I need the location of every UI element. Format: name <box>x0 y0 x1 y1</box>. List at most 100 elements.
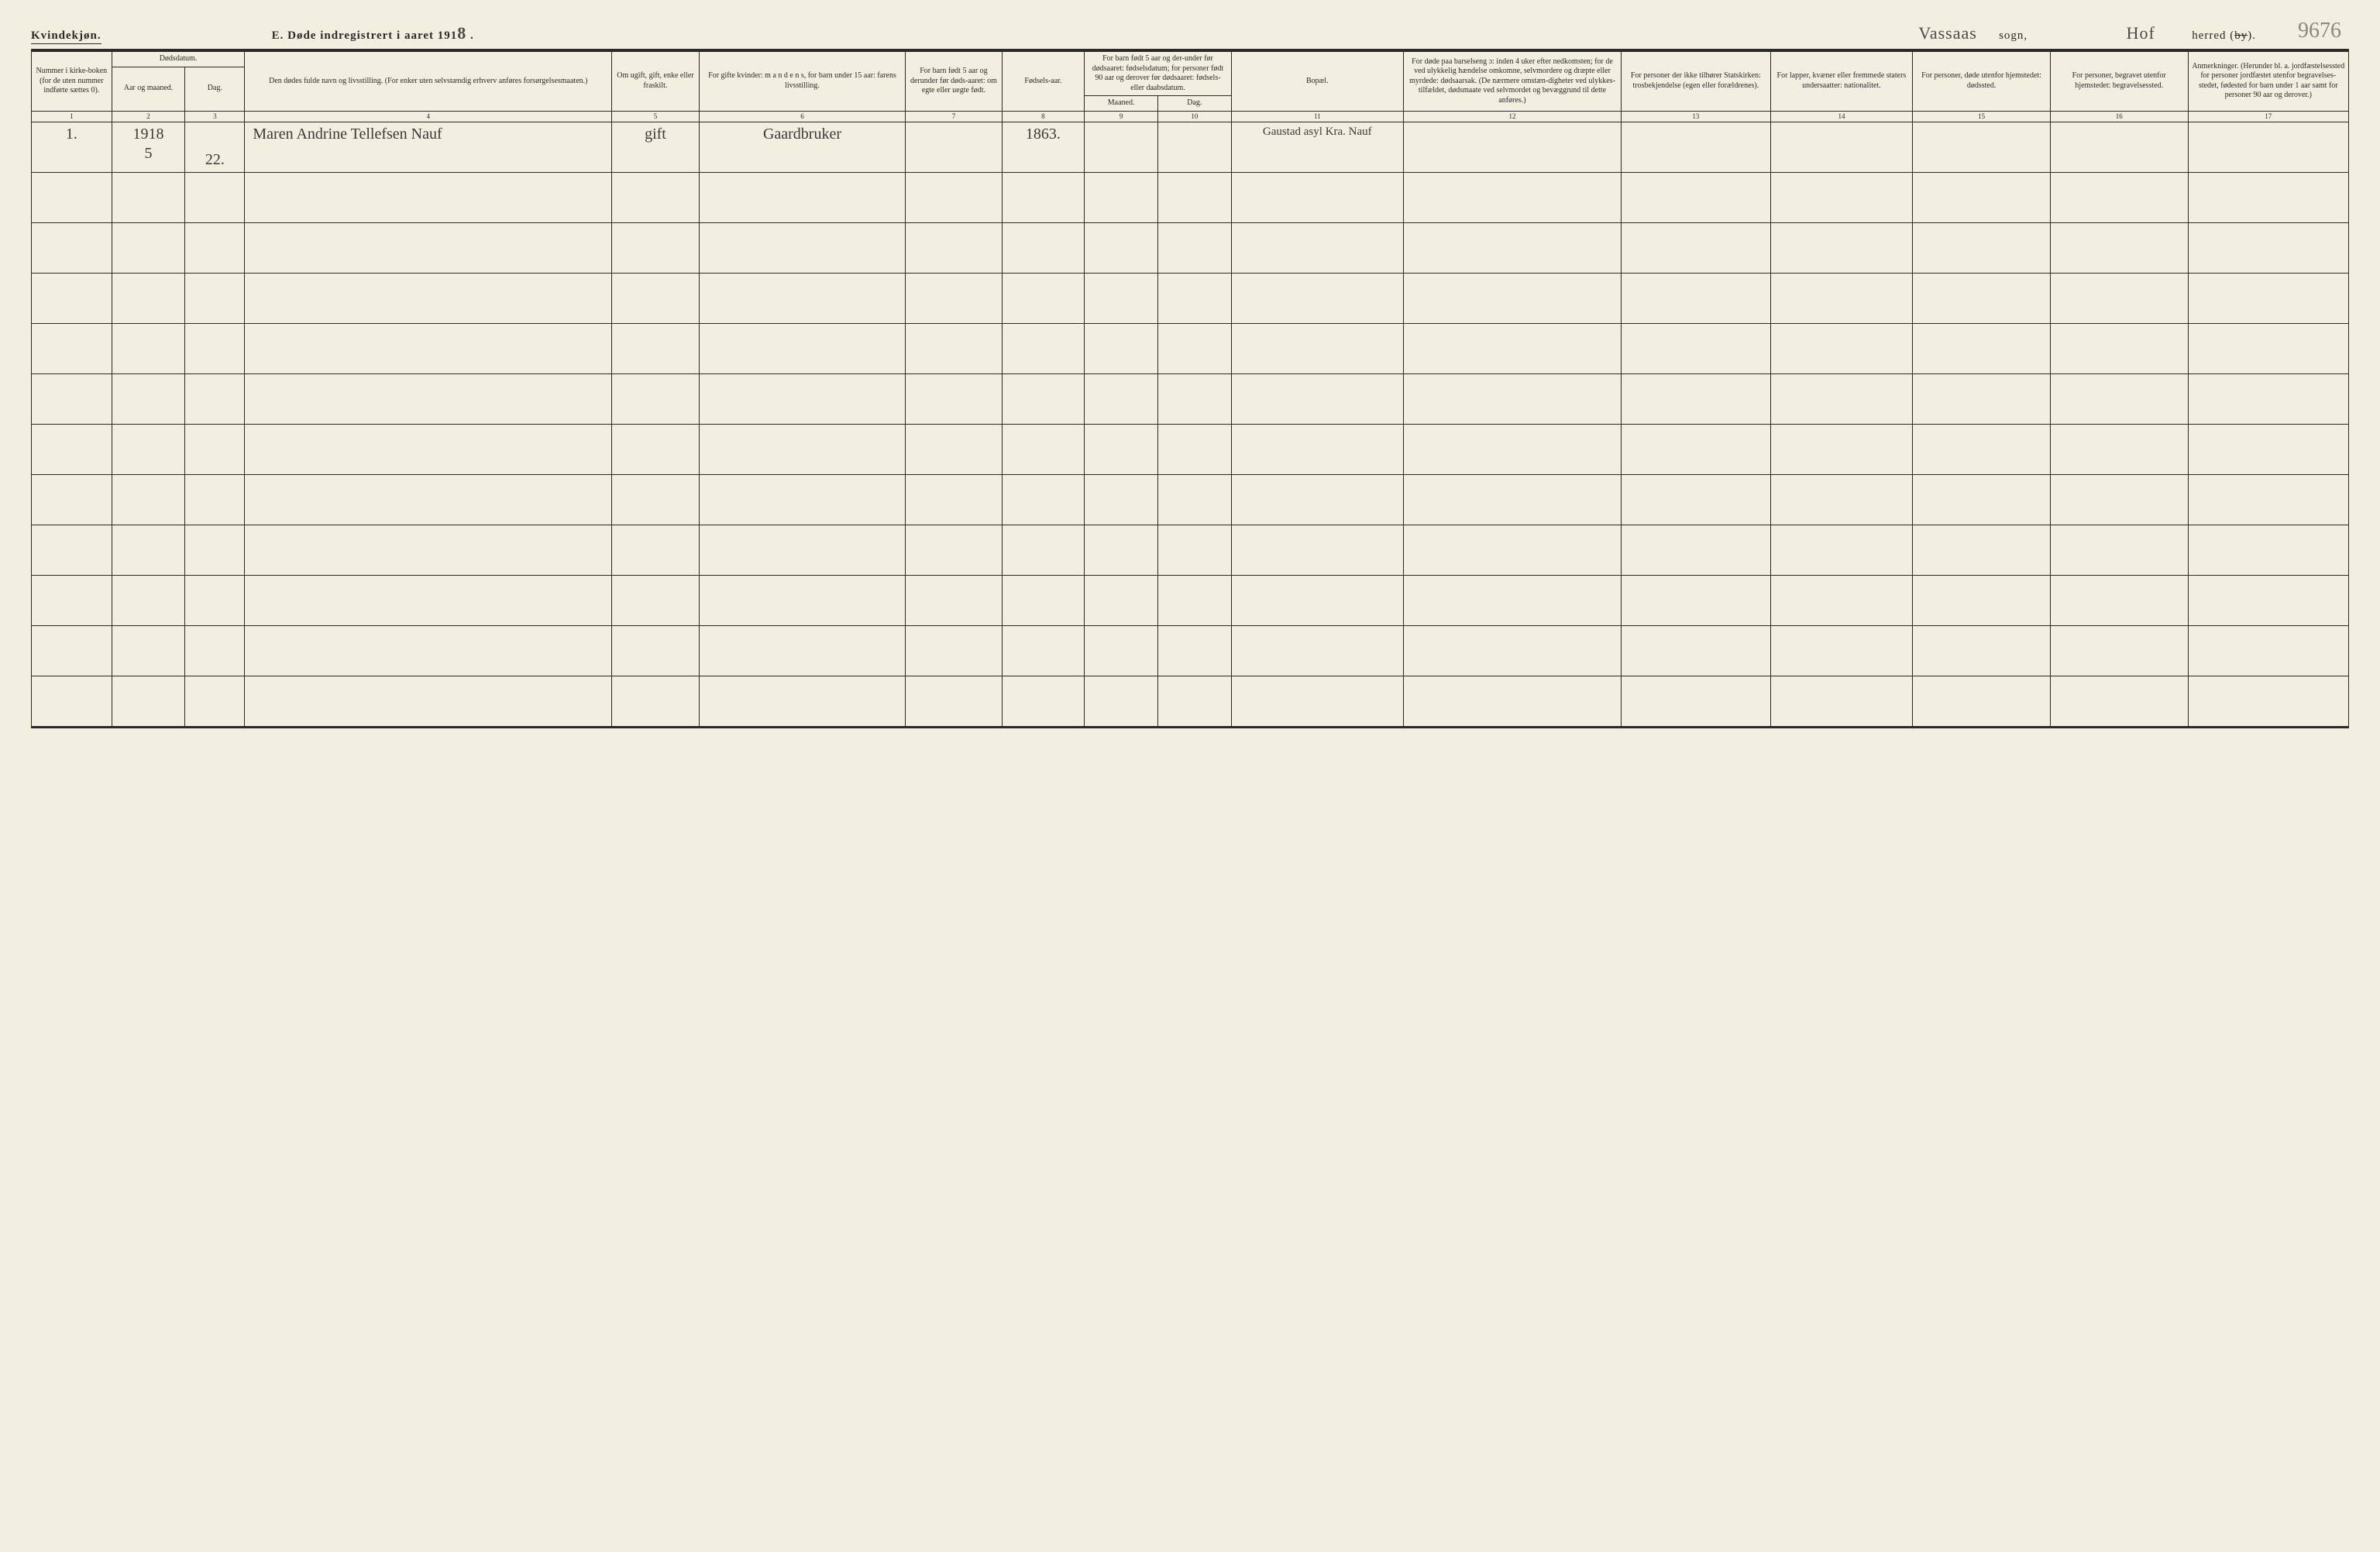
gender-label: Kvindekjøn. <box>31 29 101 44</box>
herred-value: Hof <box>2094 23 2187 44</box>
cell-empty <box>1622 323 1770 373</box>
colnum: 2 <box>112 111 185 122</box>
cell-empty <box>1403 273 1621 323</box>
cell-empty <box>1231 676 1403 726</box>
col-12-header: For døde paa barselseng ɔ: inden 4 uker … <box>1403 52 1621 112</box>
colnum: 11 <box>1231 111 1403 122</box>
cell-empty <box>1231 323 1403 373</box>
cell-empty <box>699 676 906 726</box>
colnum: 17 <box>2188 111 2348 122</box>
cell-empty <box>2050 625 2188 676</box>
cell-empty <box>32 575 112 625</box>
cell-empty <box>112 525 185 575</box>
herred-post: ). <box>2248 29 2256 42</box>
col-15-header: For personer, døde utenfor hjemstedet: d… <box>1913 52 2051 112</box>
cell-year-month: 1918 5 <box>112 122 185 172</box>
cell-empty <box>2050 323 2188 373</box>
cell-empty <box>699 424 906 474</box>
cell-empty <box>1002 525 1085 575</box>
colnum: 16 <box>2050 111 2188 122</box>
title-suffix: . <box>470 29 474 42</box>
cell-empty <box>2188 474 2348 525</box>
cell-empty <box>699 525 906 575</box>
cell-empty <box>1622 172 1770 222</box>
cell-residence: Gaustad asyl Kra. Nauf <box>1231 122 1403 172</box>
cell-empty <box>906 273 1002 323</box>
cell-empty <box>1622 424 1770 474</box>
cell-day: 22. <box>185 122 245 172</box>
cell-empty <box>906 525 1002 575</box>
cell-empty <box>2188 122 2348 172</box>
cell-empty <box>2188 575 2348 625</box>
cell-empty <box>1002 273 1085 323</box>
cell-empty <box>245 625 612 676</box>
cell-month: 5 <box>115 144 182 163</box>
cell-marital: gift <box>612 122 700 172</box>
cell-year: 1918 <box>115 125 182 144</box>
colnum: 13 <box>1622 111 1770 122</box>
cell-empty <box>1157 273 1231 323</box>
col-1-header: Nummer i kirke-boken (for de uten nummer… <box>32 52 112 112</box>
cell-empty <box>612 625 700 676</box>
table-row <box>32 172 2349 222</box>
cell-empty <box>2188 172 2348 222</box>
cell-empty <box>1770 474 1913 525</box>
cell-empty <box>1913 525 2051 575</box>
colnum: 4 <box>245 111 612 122</box>
col-16-header: For personer, begravet utenfor hjemstede… <box>2050 52 2188 112</box>
col-7-header: For barn født 5 aar og derunder før døds… <box>906 52 1002 112</box>
cell-empty <box>1770 676 1913 726</box>
cell-empty <box>112 625 185 676</box>
cell-empty <box>2188 625 2348 676</box>
cell-empty <box>699 373 906 424</box>
cell-empty <box>1002 373 1085 424</box>
cell-empty <box>112 273 185 323</box>
cell-empty <box>1231 474 1403 525</box>
cell-empty <box>2050 575 2188 625</box>
cell-empty <box>112 424 185 474</box>
cell-empty <box>1622 222 1770 273</box>
cell-empty <box>1085 525 1158 575</box>
cell-empty <box>185 474 245 525</box>
cell-empty <box>1002 575 1085 625</box>
cell-empty <box>1770 172 1913 222</box>
colnum: 12 <box>1403 111 1621 122</box>
cell-empty <box>1085 222 1158 273</box>
cell-empty <box>185 676 245 726</box>
cell-empty <box>612 525 700 575</box>
cell-empty <box>245 222 612 273</box>
colnum: 9 <box>1085 111 1158 122</box>
cell-empty <box>2050 525 2188 575</box>
col-14-header: For lapper, kvæner eller fremmede stater… <box>1770 52 1913 112</box>
cell-empty <box>112 373 185 424</box>
cell-empty <box>906 575 1002 625</box>
cell-empty <box>1622 373 1770 424</box>
herred-by-struck: by <box>2234 29 2248 42</box>
cell-empty <box>699 575 906 625</box>
cell-empty <box>1622 273 1770 323</box>
cell-empty <box>185 222 245 273</box>
cell-empty <box>906 424 1002 474</box>
cell-empty <box>1913 373 2051 424</box>
cell-empty <box>185 575 245 625</box>
cell-empty <box>1403 625 1621 676</box>
cell-empty <box>1157 172 1231 222</box>
table-row <box>32 474 2349 525</box>
cell-empty <box>1770 122 1913 172</box>
cell-empty <box>699 474 906 525</box>
cell-empty <box>2188 676 2348 726</box>
cell-empty <box>612 474 700 525</box>
cell-empty <box>2050 222 2188 273</box>
cell-empty <box>1770 373 1913 424</box>
cell-empty <box>1085 122 1158 172</box>
cell-empty <box>906 222 1002 273</box>
cell-empty <box>1231 625 1403 676</box>
cell-empty <box>1403 474 1621 525</box>
cell-empty <box>1913 222 2051 273</box>
cell-empty <box>112 474 185 525</box>
cell-empty <box>612 323 700 373</box>
col-9-header: Maaned. <box>1085 96 1158 112</box>
cell-empty <box>1913 122 2051 172</box>
col-4-header: Den dødes fulde navn og livsstilling. (F… <box>245 52 612 112</box>
cell-empty <box>699 222 906 273</box>
